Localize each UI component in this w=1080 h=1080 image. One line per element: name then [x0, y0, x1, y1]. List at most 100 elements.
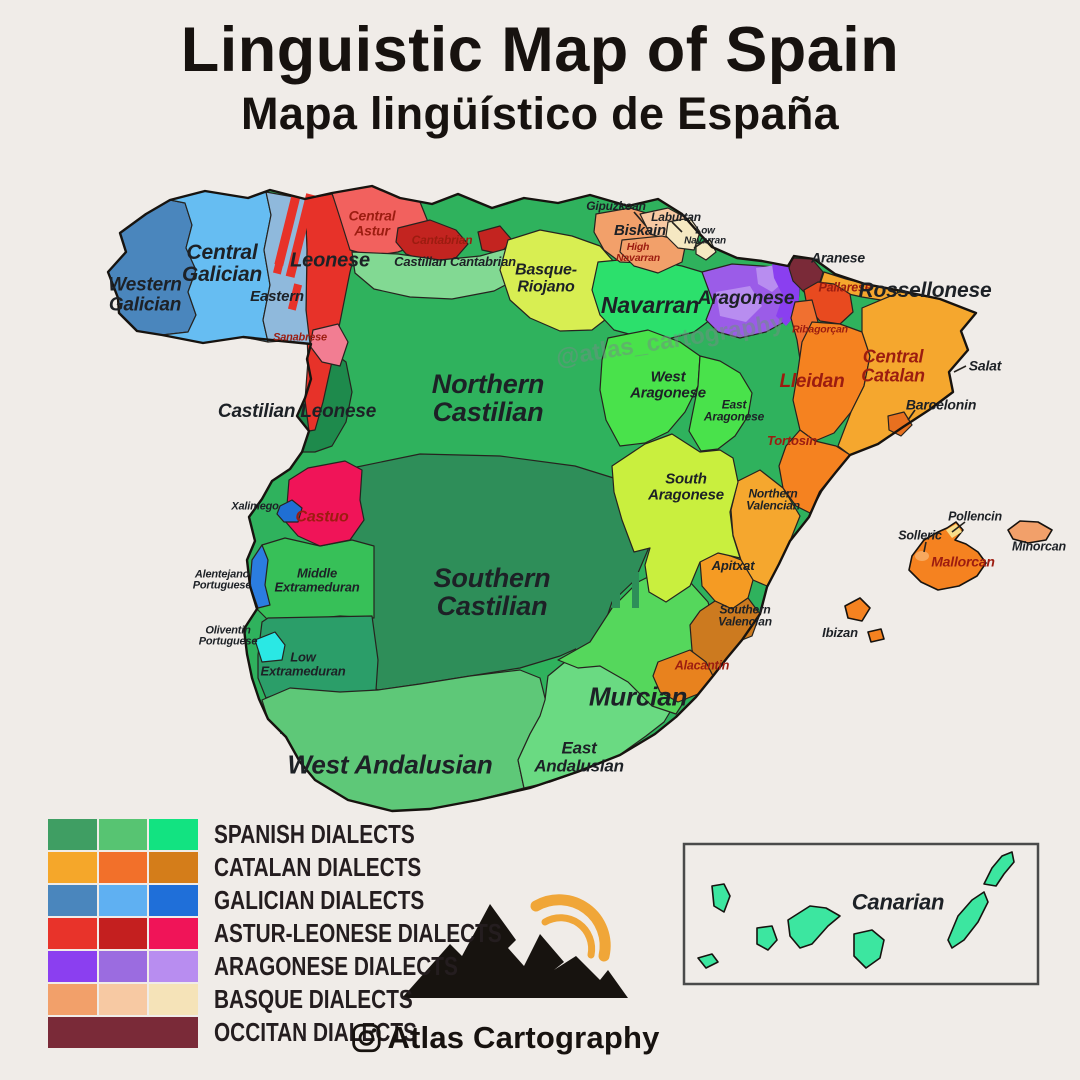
legend-label: BASQUE DIALECTS [214, 984, 413, 1014]
label-tortosin: Tortosin [767, 433, 817, 449]
label-aragonese: Aragonese [697, 288, 795, 310]
legend-row-basque: BASQUE DIALECTS [48, 984, 574, 1015]
label-laburtan: Laburtan [651, 209, 701, 224]
swatch-cell [149, 885, 199, 916]
island-gran-canaria [853, 929, 885, 969]
label-canarian: Canarian [851, 889, 945, 915]
label-east-aragonese: East Aragonese [703, 397, 765, 424]
label-castuo: Castuo [295, 508, 349, 526]
region-west-aragonese [599, 329, 701, 447]
legend-swatch-astur-leonese [48, 918, 199, 949]
island-la-palma [711, 883, 731, 913]
island-tenerife [787, 905, 841, 949]
swatch-cell [48, 885, 97, 916]
region-middle-extrameduran [250, 537, 375, 621]
swatch-cell [48, 852, 97, 883]
spain-coastline [106, 184, 978, 813]
island-lanzarote [983, 851, 1015, 887]
label-apitxat: Apitxat [711, 558, 755, 574]
label-pallarese: Pallarese [818, 280, 872, 295]
swatch-cell [98, 819, 148, 850]
legend-swatch-occitan [48, 1017, 198, 1048]
swatch-cell [48, 1017, 198, 1048]
label-alentejano-portuguese: Alentejano Portuguese [192, 568, 252, 592]
swatch-cell [48, 918, 97, 949]
swatch-cell [149, 951, 199, 982]
leonese-hatch-stripes [273, 193, 316, 311]
island-ibiza [844, 597, 871, 622]
label-low-navarran: Low Navarran [684, 225, 726, 247]
legend-swatch-aragonese [48, 951, 199, 982]
region-oliventin-portuguese [254, 631, 286, 663]
label-west-aragonese: West Aragonese [630, 368, 706, 401]
region-south-aragonese [611, 433, 741, 603]
label-mallorcan: Mallorcan [931, 553, 995, 570]
page-title: Linguistic Map of Spain [180, 15, 900, 85]
region-navarran [591, 257, 719, 340]
island-fuerteventura [947, 891, 989, 949]
swatch-cell [98, 951, 148, 982]
label-xalimego: Xalimego [231, 500, 279, 513]
label-rossellonese: Rossellonese [858, 279, 992, 303]
legend-row-spanish: SPANISH DIALECTS [48, 819, 574, 850]
label-west-andalusian: West Andalusian [287, 749, 493, 780]
label-western-galician: Western Galician [108, 274, 182, 315]
island-mallorca-solleric-patch [915, 551, 929, 561]
swatch-cell [98, 984, 148, 1015]
label-basque-riojano: Basque- Riojano [515, 261, 577, 295]
canary-inset [682, 842, 1040, 986]
legend-row-aragonese: ARAGONESE DIALECTS [48, 951, 574, 982]
island-mallorca [908, 521, 987, 591]
label-ibizan: Ibizan [822, 625, 858, 641]
sun-crescent-inner-icon [541, 914, 596, 959]
swatch-cell [48, 951, 97, 982]
legend-swatch-galician [48, 885, 199, 916]
swatch-cell [98, 918, 148, 949]
island-la-gomera [756, 925, 778, 951]
label-eastern-galician: Eastern [250, 288, 304, 306]
canary-inset-border [682, 842, 1040, 986]
label-salat: Salat [968, 357, 1002, 374]
paint-drips-murcian [612, 560, 639, 608]
label-southern-castilian: Southern Castilian [433, 562, 551, 621]
label-northern-valencian: Northern Valencian [746, 486, 800, 513]
leader-lines [633, 211, 967, 553]
label-lleidan: Lleidan [779, 371, 845, 393]
label-barcelonin: Barcelonin [905, 396, 977, 413]
legend-swatch-catalan [48, 852, 199, 883]
label-low-extrameduran: Low Extrameduran [260, 649, 346, 678]
brand-row: Atlas Cartography [350, 1020, 659, 1056]
island-el-hierro [697, 953, 719, 969]
region-west-andalusian [261, 669, 547, 812]
label-middle-extrameduran: Middle Extrameduran [274, 565, 360, 594]
label-high-navarran: High Navarran [616, 241, 660, 264]
swatch-cell [98, 852, 148, 883]
legend-row-occitan: OCCITAN DIALECTS [48, 1017, 574, 1048]
mountain-icon [402, 904, 628, 998]
swatch-cell [48, 984, 97, 1015]
legend-label: SPANISH DIALECTS [214, 819, 415, 849]
swatch-cell [149, 852, 199, 883]
legend-label: CATALAN DIALECTS [214, 852, 422, 882]
legend-label: OCCITAN DIALECTS [214, 1017, 417, 1047]
legend-label: ARAGONESE DIALECTS [214, 951, 458, 981]
legend-label: GALICIAN DIALECTS [214, 885, 425, 915]
region-xalimego [276, 499, 303, 523]
island-minorca [1007, 520, 1053, 544]
legend-swatch-basque [48, 984, 199, 1015]
label-south-aragonese: South Aragonese [648, 470, 724, 503]
island-formentera [867, 628, 885, 643]
label-central-galician: Central Galician [181, 241, 263, 286]
swatch-cell [149, 918, 199, 949]
label-alacantin: Alacantin [674, 658, 730, 673]
legend-row-galician: GALICIAN DIALECTS [48, 885, 574, 916]
legend-row-astur-leonese: ASTUR-LEONESE DIALECTS [48, 918, 574, 949]
legend: SPANISH DIALECTS CATALAN DIALECTS GALICI… [48, 819, 574, 1048]
logo-graphic [402, 894, 628, 998]
instagram-icon [352, 1023, 381, 1053]
label-east-andalusian: East Andalusian [534, 738, 624, 775]
label-castilian-cantabrian: Castilian Cantabrian [394, 254, 516, 270]
label-pollencin: Pollencin [948, 509, 1002, 524]
region-east-aragonese [688, 355, 753, 452]
